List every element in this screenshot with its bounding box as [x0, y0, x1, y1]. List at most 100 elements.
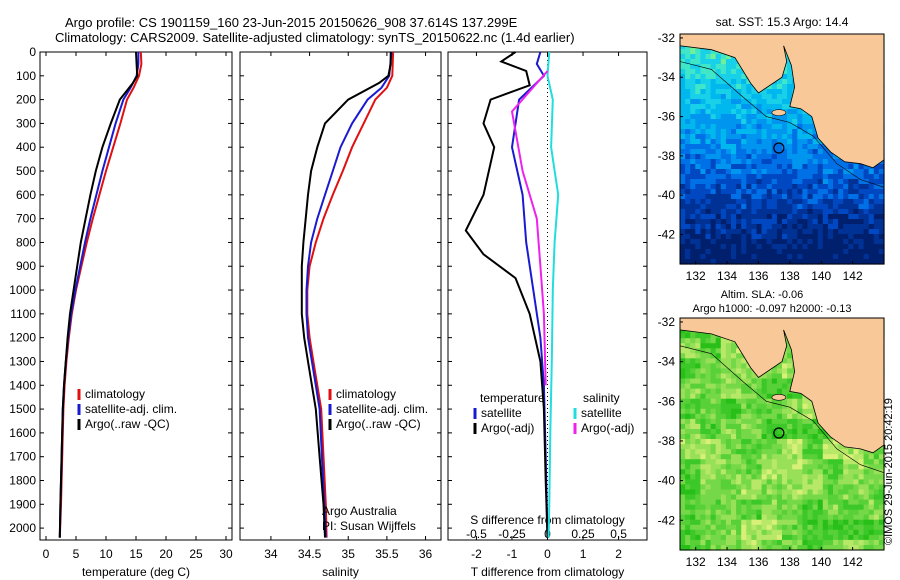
map-cell [761, 434, 768, 440]
map-cell [715, 229, 722, 235]
map-cell [776, 84, 783, 90]
map-cell [715, 184, 722, 190]
map-cell [761, 114, 768, 120]
map-cell [736, 449, 742, 455]
map-cell [705, 378, 712, 385]
map-cell [782, 539, 788, 546]
map-cell [827, 484, 834, 490]
map-cell [858, 199, 865, 205]
map-cell [817, 514, 824, 521]
map-cell [766, 509, 773, 516]
map-cell [843, 189, 849, 195]
map-cell [700, 388, 707, 395]
map-cell [690, 454, 696, 460]
map-cell [680, 464, 686, 470]
map-cell [868, 229, 875, 235]
map-cell [731, 484, 737, 490]
map-cell [868, 479, 875, 485]
map-cell [720, 398, 727, 405]
map-cell [771, 214, 778, 220]
map-cell [771, 423, 778, 430]
map-cell [715, 174, 722, 180]
map-cell [858, 514, 865, 521]
map-cell [802, 408, 809, 415]
map-cell [787, 499, 793, 506]
map-cell [843, 484, 849, 490]
map-cell [700, 434, 707, 440]
map-cell [685, 519, 691, 526]
map-cell [782, 159, 788, 165]
map-cell [782, 489, 788, 496]
map-cell [685, 124, 691, 130]
map-cell [848, 469, 854, 475]
map-cell [685, 529, 691, 536]
map-cell [751, 534, 758, 541]
map-cell [787, 219, 793, 225]
map-cell [761, 149, 768, 155]
map-cell [731, 434, 737, 440]
map-cell [715, 169, 722, 175]
map-cell [761, 484, 768, 490]
map-cell [812, 534, 819, 541]
map-cell [695, 214, 701, 220]
map-cell [690, 129, 696, 135]
map-cell [695, 114, 701, 120]
map-cell [776, 174, 783, 180]
map-cell [731, 545, 737, 551]
map-cell [776, 149, 783, 155]
map-cell [833, 229, 839, 235]
map-cell [715, 219, 722, 225]
map-cell [827, 519, 834, 526]
map-cell [766, 189, 773, 195]
map-cell [827, 164, 834, 170]
map-cell [843, 169, 849, 175]
map-cell [710, 434, 717, 440]
map-cell [878, 514, 885, 521]
map-cell [878, 174, 885, 180]
map-cell [807, 545, 814, 551]
map-cell [736, 398, 742, 405]
map-cell [746, 504, 752, 511]
map-cell [746, 368, 752, 374]
map-cell [782, 224, 788, 230]
map-cell [787, 154, 793, 160]
map-cell [720, 209, 727, 215]
map-cell [807, 119, 814, 125]
map-cell [720, 134, 727, 140]
map-cell [700, 179, 707, 185]
map-cell [695, 514, 701, 521]
map-cell [731, 418, 737, 425]
map-cell [797, 484, 803, 490]
map-cell [736, 459, 742, 465]
x-tick-label: 34 [264, 547, 278, 561]
map-cell [680, 373, 686, 380]
map-cell [746, 84, 752, 90]
map-cell [700, 164, 707, 170]
map-cell [685, 514, 691, 521]
map-cell [802, 529, 809, 536]
map-cell [873, 194, 880, 200]
map-cell [705, 489, 712, 496]
map-cell [680, 99, 686, 105]
map-cell [731, 368, 737, 374]
map-cell [725, 109, 732, 115]
map-cell [833, 444, 839, 450]
map-cell [710, 179, 717, 185]
map-cell [802, 144, 809, 150]
y-tick-label: 0 [29, 45, 36, 59]
map-cell [782, 89, 788, 95]
map-cell [838, 454, 844, 460]
map-cell [787, 244, 793, 250]
map-cell [771, 444, 778, 450]
map-cell [700, 89, 707, 95]
map-cell [720, 99, 727, 105]
map-cell [695, 219, 701, 225]
map-cell [685, 184, 691, 190]
map-cell [700, 219, 707, 225]
map-cell [680, 239, 686, 245]
map-cell [751, 459, 758, 465]
map-cell [868, 199, 875, 205]
map-cell [843, 244, 849, 250]
map-cell [873, 474, 880, 480]
map-cell [756, 429, 763, 435]
